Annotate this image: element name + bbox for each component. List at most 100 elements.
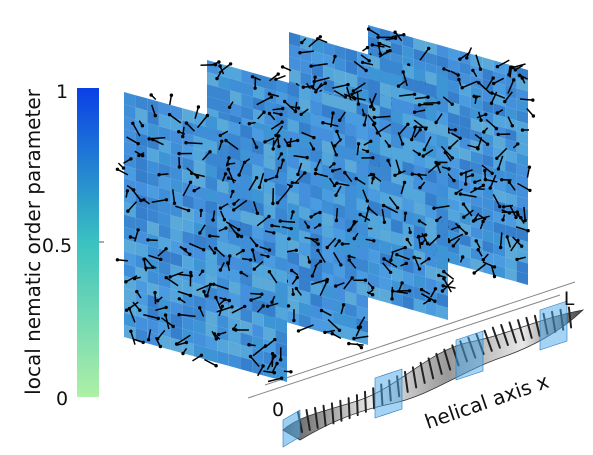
director-arrow	[376, 123, 392, 134]
plane-cell	[391, 231, 403, 247]
director-arrow-head	[267, 92, 272, 96]
director-arrow	[459, 51, 471, 60]
plane-cell	[470, 161, 483, 176]
plane-cell	[240, 307, 253, 324]
director-arrow	[321, 309, 332, 317]
plane-cell	[379, 191, 392, 207]
helix-rod	[533, 314, 541, 337]
director-arrow	[194, 106, 200, 119]
plane-cell	[402, 64, 414, 80]
plane-cell	[345, 290, 357, 306]
director-arrow-head	[319, 308, 324, 313]
director-arrow-head	[477, 81, 481, 85]
director-arrow-head	[124, 308, 129, 312]
plane-cell	[182, 108, 194, 124]
plane-cell	[379, 69, 392, 86]
director-arrow-head	[247, 343, 251, 347]
plane-cell	[448, 251, 460, 266]
plane-cell	[402, 34, 414, 49]
director-arrow-head	[427, 257, 431, 261]
director-arrow	[154, 337, 162, 347]
plane-cell	[217, 117, 229, 134]
director-arrow	[179, 246, 191, 255]
director-arrow-head	[218, 133, 222, 138]
director-arrow-head	[125, 189, 130, 193]
director-arrow-head	[214, 246, 218, 251]
director-arrow-head	[298, 51, 302, 55]
plane-cell	[379, 227, 392, 244]
director-arrow	[270, 121, 283, 130]
director-arrow-head	[202, 289, 206, 294]
director-arrow-head	[464, 182, 468, 186]
plane-cell	[402, 161, 414, 177]
director-arrow-head	[177, 151, 181, 156]
director-arrow	[293, 155, 308, 159]
helix-rod	[500, 324, 509, 346]
plane-cell	[275, 268, 287, 284]
director-arrow-head	[126, 209, 130, 213]
plane-cell	[402, 124, 414, 141]
plane-cell	[182, 157, 194, 173]
plane-cell	[207, 72, 219, 88]
plane-cell	[311, 50, 324, 66]
director-arrow-head	[334, 193, 338, 197]
plane-cell	[368, 273, 380, 289]
plane-cell	[368, 54, 380, 70]
director-arrow-head	[218, 206, 223, 210]
director-arrow-head	[163, 313, 168, 317]
director-arrow-head	[325, 245, 329, 250]
director-arrow-head	[381, 203, 386, 208]
director-arrow-head	[184, 141, 188, 145]
plane-cell	[205, 310, 218, 326]
director-arrow-head	[136, 142, 140, 146]
director-arrow-head	[366, 27, 371, 31]
director-arrow	[377, 41, 382, 55]
director-arrow	[179, 313, 196, 318]
director-arrow-head	[516, 238, 520, 243]
plane-cell	[299, 241, 311, 257]
director-arrow-head	[422, 148, 426, 152]
director-arrow-head	[495, 156, 499, 160]
director-arrow	[248, 177, 258, 191]
director-arrow-head	[198, 231, 202, 235]
director-arrow-head	[177, 130, 181, 134]
director-arrow-head	[347, 254, 351, 258]
director-arrow-head	[481, 219, 485, 224]
plane-cell	[124, 116, 136, 132]
director-arrow	[117, 259, 128, 262]
plane-cell	[505, 267, 517, 282]
director-arrow-head	[249, 298, 253, 302]
plane-cell	[147, 208, 159, 225]
plane-cell	[482, 218, 494, 233]
plane-cell	[147, 159, 159, 176]
plane-cell	[217, 191, 229, 207]
plane-cell	[322, 284, 334, 300]
director-arrow	[277, 190, 289, 204]
plane-cell	[505, 246, 517, 261]
plane-cell	[505, 160, 517, 175]
plane-cell	[322, 140, 334, 156]
director-arrow-head	[334, 284, 338, 288]
director-arrow	[269, 73, 279, 82]
director-arrow-head	[458, 57, 462, 61]
director-arrow	[428, 235, 440, 247]
plane-cell	[205, 188, 218, 204]
plane-cell	[147, 184, 159, 200]
director-arrow-head	[224, 226, 228, 230]
plane-cell	[275, 231, 287, 248]
plane-cell	[170, 239, 183, 256]
plane-cell	[135, 230, 148, 246]
director-arrow-head	[316, 242, 320, 246]
plane-cell	[217, 179, 229, 195]
director-arrow	[362, 61, 374, 66]
director-arrow-head	[417, 267, 422, 271]
director-arrow-head	[275, 361, 279, 366]
plane-cell	[252, 213, 264, 229]
director-arrow-head	[366, 206, 371, 211]
plane-cell	[345, 230, 357, 246]
director-arrow-head	[141, 340, 145, 345]
plane-cell	[413, 37, 426, 52]
plane-cell	[228, 206, 241, 223]
plane-cell	[217, 350, 229, 366]
